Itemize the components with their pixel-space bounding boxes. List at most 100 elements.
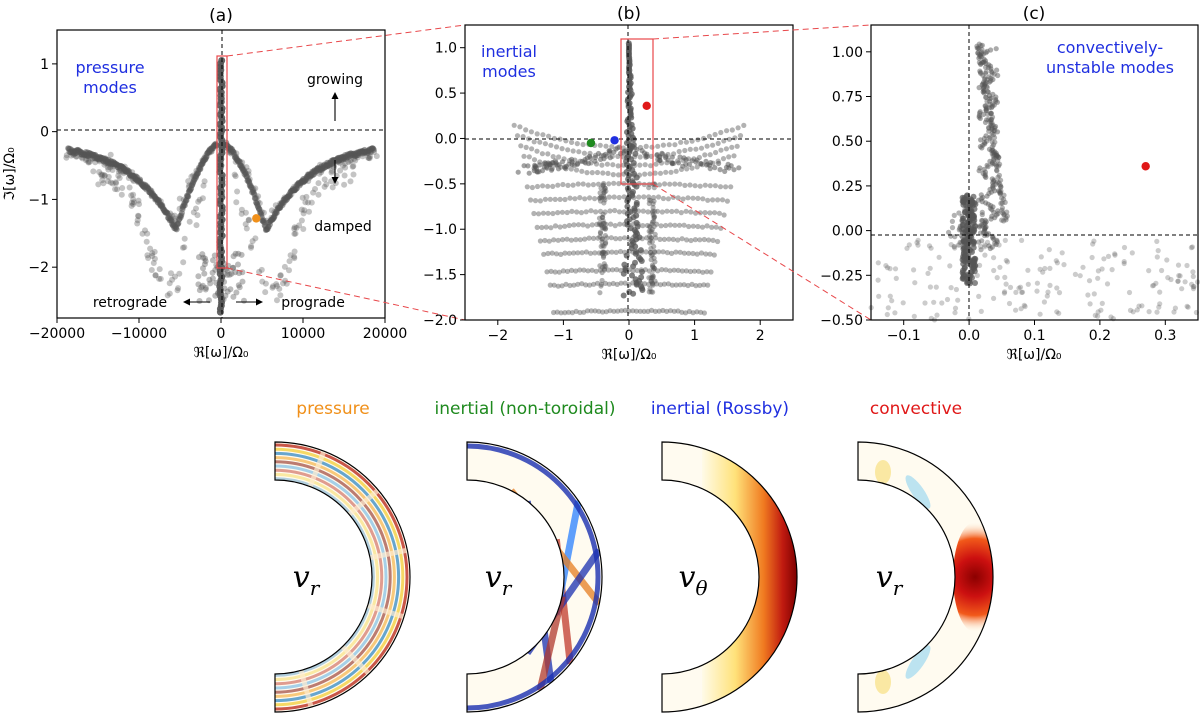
inertial-point: [646, 194, 652, 200]
inertial-point: [547, 196, 553, 202]
pressure-point: [149, 253, 156, 259]
pressure-point: [233, 199, 240, 206]
pressure-point: [181, 235, 188, 242]
panel-a-ticks: −20000 −10000 0 10000 20000 1 0 −1 −2: [28, 57, 407, 342]
inertial-point: [511, 122, 517, 128]
convective-point: [944, 296, 951, 303]
inertial-point: [595, 150, 602, 157]
pressure-point: [83, 150, 90, 157]
inertial-point: [616, 209, 623, 215]
inertial-point: [600, 211, 606, 217]
inertial-point: [672, 181, 678, 187]
convective-point: [978, 192, 984, 198]
pressure-point: [190, 209, 197, 216]
inertial-point: [531, 157, 538, 163]
pressure-point: [200, 265, 206, 272]
convective-point: [1001, 290, 1008, 296]
convective-point: [934, 312, 940, 318]
inertial-point: [705, 197, 711, 203]
wave-node: [298, 669, 314, 708]
convective-point: [982, 225, 989, 231]
convective-point: [911, 267, 917, 273]
inertial-point: [611, 308, 617, 314]
pressure-point: [256, 268, 263, 275]
pressure-point: [212, 292, 219, 299]
inertial-point: [555, 237, 561, 243]
inertial-point: [648, 235, 654, 241]
convective-point: [982, 244, 988, 250]
pressure-point: [169, 276, 176, 283]
convective-point: [993, 152, 1000, 159]
pressure-point: [65, 145, 72, 152]
inertial-point: [603, 221, 609, 227]
inertial-point: [596, 195, 603, 201]
convective-point: [982, 225, 988, 232]
inertial-point: [651, 265, 657, 271]
inertial-point: [601, 225, 607, 231]
inertial-point: [668, 169, 674, 175]
pressure-point: [99, 171, 106, 178]
inertial-point: [534, 169, 541, 175]
inertial-point: [630, 308, 636, 314]
inertial-point: [708, 269, 714, 275]
inertial-point: [592, 158, 598, 164]
inertial-point: [582, 196, 588, 202]
inertial-point: [666, 142, 672, 148]
inertial-point: [695, 223, 701, 230]
convective-point: [999, 205, 1006, 211]
pressure-point: [109, 167, 116, 173]
convective-point: [1091, 291, 1097, 297]
inertial-point: [573, 308, 579, 314]
convective-point: [1002, 199, 1008, 205]
inertial-point: [600, 220, 607, 226]
pressure-point: [238, 206, 245, 213]
inertial-point: [704, 223, 710, 229]
wave-band: [275, 477, 375, 677]
convective-point: [986, 125, 992, 131]
pressure-point: [366, 155, 373, 162]
inertial-point: [615, 308, 621, 314]
panel-c-ticks: −0.1 0.0 0.1 0.2 0.3 1.00 0.75 0.50 0.25 0.00 −0.2…: [820, 45, 1176, 344]
pressure-point: [105, 173, 112, 180]
inertial-point: [603, 225, 609, 231]
inertial-point: [586, 235, 592, 241]
convective-point: [982, 81, 988, 87]
convective-point: [1156, 304, 1162, 310]
convective-point: [994, 164, 1000, 170]
pressure-point: [199, 251, 206, 258]
inertial-point: [687, 182, 693, 188]
convective-point: [990, 153, 996, 159]
pressure-point: [121, 163, 128, 170]
convective-point: [979, 209, 985, 215]
inertial-point: [649, 307, 655, 313]
convective-point: [1153, 280, 1159, 286]
convective-point: [992, 139, 998, 145]
convective-point: [986, 146, 993, 152]
convective-point: [1092, 312, 1098, 318]
convective-point: [986, 105, 993, 111]
convective-point: [968, 226, 974, 232]
inertial-point: [613, 249, 619, 255]
inertial-point: [692, 237, 699, 243]
pressure-point: [99, 155, 106, 162]
y-tick-label: −2: [28, 260, 49, 276]
inertial-point: [579, 281, 585, 287]
convective-point: [994, 179, 1000, 185]
inertial-point: [602, 185, 608, 191]
inertial-point: [593, 209, 599, 215]
pressure-point: [181, 244, 188, 251]
inertial-point: [650, 204, 656, 211]
inertial-point: [717, 167, 723, 173]
convective-point: [999, 217, 1005, 223]
inertial-point: [534, 183, 541, 190]
inertial-point: [676, 222, 683, 228]
panel-c-mode-label: convectively-unstable modes: [1046, 38, 1174, 77]
inertial-point: [657, 282, 664, 288]
convective-point: [979, 218, 985, 224]
y-tick-label: −0.50: [820, 313, 863, 329]
inertial-point: [615, 172, 622, 178]
eigenfunction-panel: convective vr: [857, 399, 994, 713]
pressure-point: [202, 284, 209, 291]
inertial-point: [539, 224, 545, 231]
inertial-point: [568, 237, 575, 243]
